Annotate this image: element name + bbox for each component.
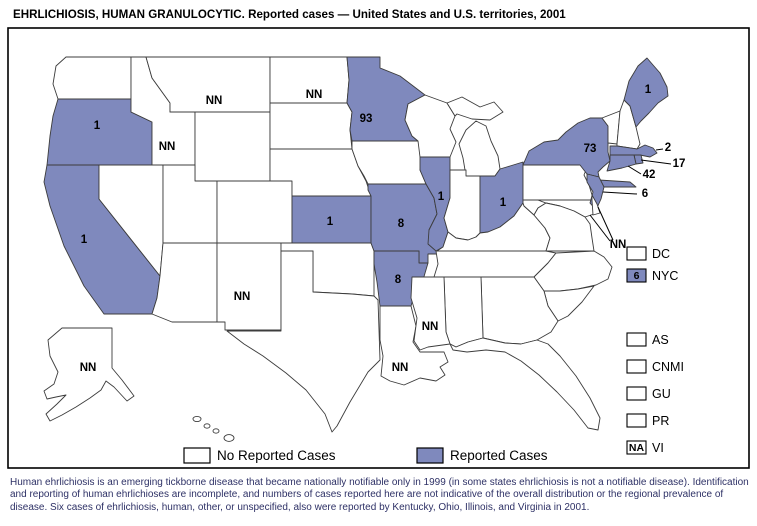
label-idaho-nn: NN: [159, 141, 176, 153]
label-california-cases: 1: [81, 234, 88, 246]
legend-swatch-no-reported: [183, 447, 211, 464]
leader-lines: [589, 148, 672, 242]
label-maine-cases: 1: [645, 84, 652, 96]
state-arizona: [151, 242, 218, 323]
state-alabama: [443, 276, 484, 348]
territory-legend: DC 6 NYC AS CNMI GU PR NA VI: [626, 246, 684, 455]
territory-value-vi: NA: [629, 442, 645, 454]
state-hawaii-island: [203, 423, 211, 429]
label-montana-nn: NN: [206, 95, 223, 107]
legend-swatch-reported: [416, 447, 444, 464]
label-ohio-cases: 1: [500, 197, 507, 209]
figure-title: EHRLICHIOSIS, HUMAN GRANULOCYTIC. Report…: [13, 8, 566, 21]
figure-footnote: Human ehrlichiosis is an emerging tickbo…: [10, 477, 749, 513]
state-delaware: [591, 194, 601, 216]
figure-frame: [7, 27, 750, 469]
state-wyoming: [194, 111, 271, 182]
state-colorado: [216, 180, 293, 244]
state-virginia: [533, 202, 595, 252]
label-new-mexico-nn: NN: [234, 291, 251, 303]
state-alaska: [43, 327, 135, 422]
label-new-jersey-cases: 6: [642, 188, 648, 200]
territory-box-dc: [626, 246, 647, 261]
legend-label-reported: Reported Cases: [450, 448, 548, 463]
label-minnesota-cases: 93: [360, 113, 373, 125]
label-rhode-island-cases: 17: [673, 158, 686, 170]
state-hawaii-island: [192, 415, 202, 423]
legend-label-no-reported: No Reported Cases: [217, 448, 336, 463]
territory-label-vi: VI: [652, 441, 664, 455]
territory-box-gu: [626, 386, 647, 401]
label-arkansas-cases: 8: [395, 274, 402, 286]
state-maine: [623, 57, 669, 128]
state-texas: [226, 250, 381, 433]
label-delaware-maryland-nn: NN: [610, 239, 627, 251]
territory-label-nyc: NYC: [652, 269, 678, 283]
state-vermont: [601, 110, 621, 145]
leader-line-maryland: [589, 214, 611, 242]
label-massachusetts-cases: 2: [665, 142, 671, 154]
state-michigan-lower-peninsula: [458, 120, 501, 177]
state-wisconsin: [404, 94, 457, 158]
state-michigan-upper-peninsula: [446, 96, 504, 121]
leader-line-connecticut: [627, 165, 642, 175]
state-connecticut: [606, 154, 637, 172]
states-group: [43, 56, 669, 442]
state-louisiana: [379, 305, 449, 386]
label-north-dakota-nn: NN: [306, 89, 323, 101]
label-new-york-cases: 73: [584, 143, 597, 155]
territory-box-cnmi: [626, 359, 647, 374]
state-mississippi: [410, 276, 451, 351]
territory-box-nyc: [626, 268, 647, 283]
territory-label-cnmi: CNMI: [652, 360, 684, 374]
label-mississippi-nn: NN: [422, 321, 439, 333]
territory-label-gu: GU: [652, 387, 671, 401]
label-kansas-cases: 1: [327, 216, 334, 228]
leader-line-massachusetts: [655, 148, 664, 151]
territory-box-vi: [626, 440, 647, 455]
label-oregon-cases: 1: [94, 120, 101, 132]
territory-box-pr: [626, 413, 647, 428]
leader-line-rhode-island: [640, 159, 672, 165]
state-south-dakota: [269, 102, 353, 150]
map-legend: No Reported Cases Reported Cases: [183, 447, 548, 464]
territory-value-nyc: 6: [634, 270, 640, 282]
state-new-mexico: [216, 242, 282, 331]
state-hawaii-island: [223, 434, 235, 442]
state-pennsylvania: [522, 164, 593, 201]
leader-line-delaware: [597, 206, 614, 241]
map-labels: 1 1 93 1 8 8 1 1 1 73 2 17 42 6 NN NN NN…: [80, 84, 686, 374]
territory-label-as: AS: [652, 333, 669, 347]
state-florida: [449, 337, 601, 431]
territory-box-as: [626, 332, 647, 347]
label-alaska-nn: NN: [80, 362, 97, 374]
state-hawaii-island: [212, 428, 220, 434]
territory-label-dc: DC: [652, 247, 670, 261]
state-washington: [52, 56, 132, 100]
leader-line-new-jersey: [602, 191, 638, 195]
label-louisiana-nn: NN: [392, 362, 409, 374]
label-connecticut-cases: 42: [643, 169, 656, 181]
territory-label-pr: PR: [652, 414, 669, 428]
label-illinois-cases: 1: [438, 191, 445, 203]
label-missouri-cases: 8: [398, 218, 405, 230]
